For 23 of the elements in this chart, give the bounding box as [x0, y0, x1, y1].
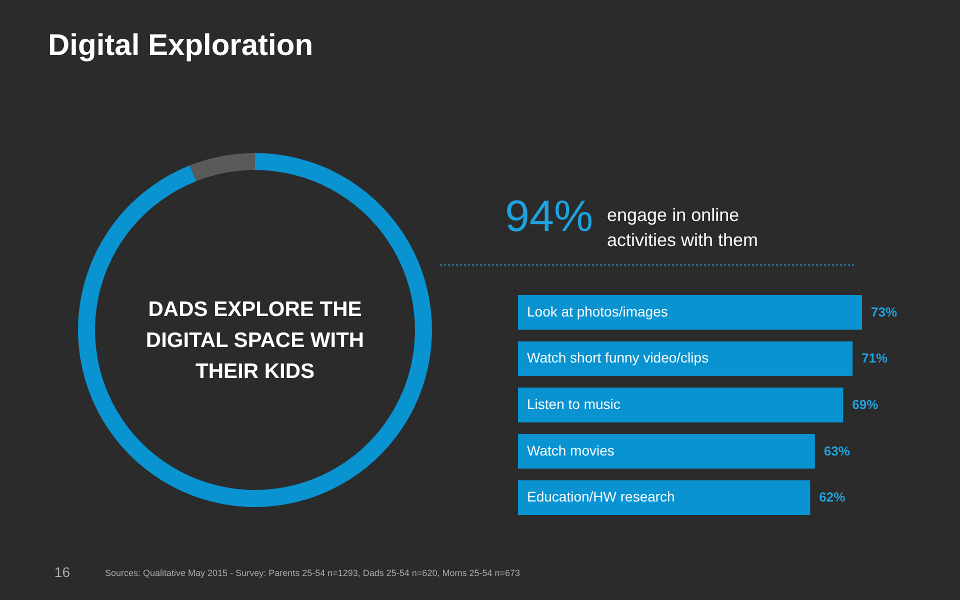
category-label: Look at photos/images — [527, 303, 668, 320]
data-label: 62% — [819, 490, 846, 505]
category-label: Watch short funny video/clips — [527, 350, 709, 366]
bar — [518, 295, 862, 330]
bar — [518, 434, 815, 469]
donut-slice — [190, 153, 255, 182]
bar — [518, 480, 810, 515]
text: DADS EXPLORE THE DIGITAL SPACE WITH THEIR KIDS — [146, 298, 364, 383]
category-label: Listen to music — [527, 396, 620, 412]
data-label: 71% — [862, 350, 888, 366]
data-label: 63% — [824, 443, 850, 458]
source-note: Sources: Qualitative May 2015 - Survey: Parents 25-54 n=1293, Dads 25-54 n=620, Moms 25-54 n=673 — [105, 568, 520, 578]
data-label: 73% — [871, 304, 898, 320]
text: 16 — [54, 564, 70, 580]
donut-slice — [78, 153, 432, 507]
bar — [518, 341, 853, 376]
chart-title: Digital Exploration — [48, 29, 314, 62]
bar — [518, 388, 844, 422]
data-label: 69% — [852, 397, 879, 412]
category-label: Education/HW research — [527, 488, 675, 505]
text: engage in online activities with them — [607, 205, 758, 250]
data-label: 94% — [505, 192, 594, 241]
category-label: Watch movies — [527, 442, 614, 458]
